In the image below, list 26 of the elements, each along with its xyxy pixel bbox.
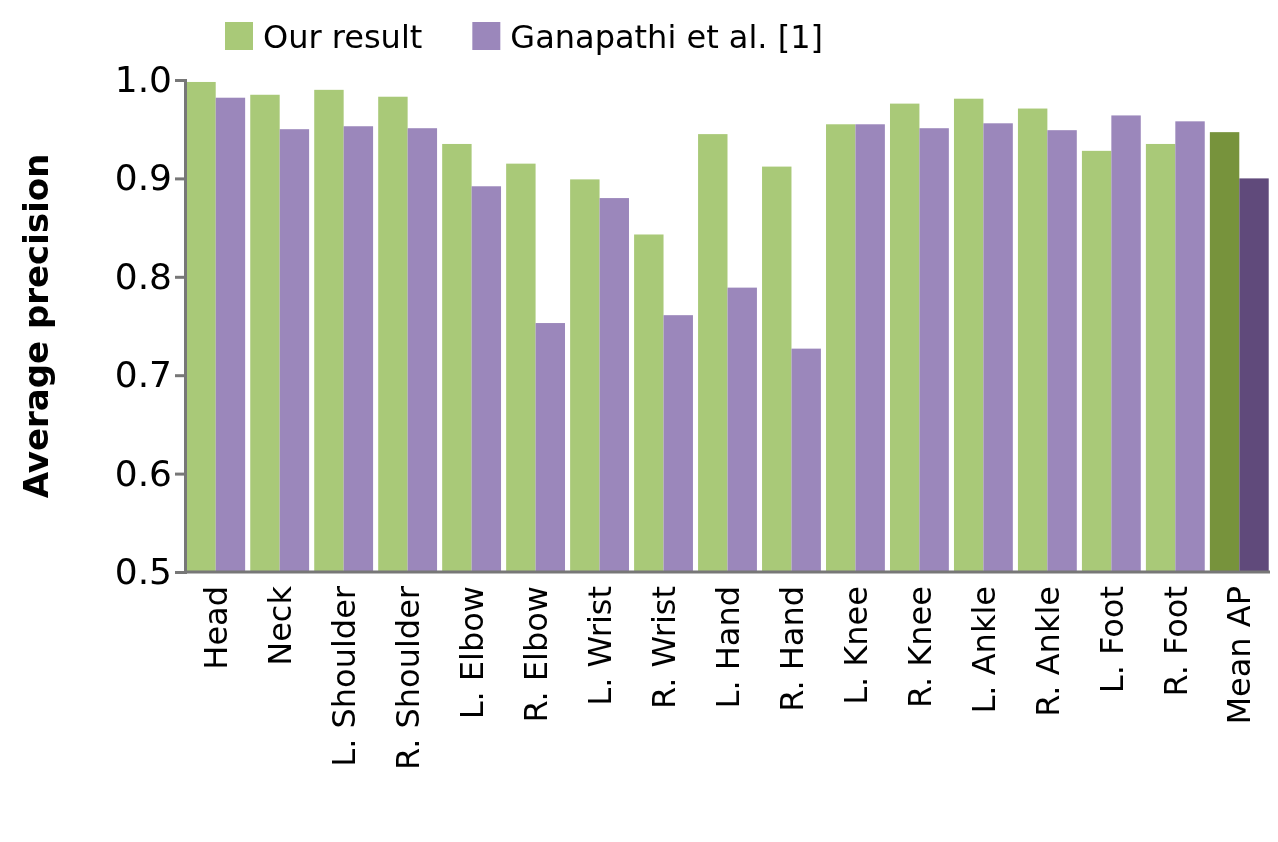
x-tick-label: R. Shoulder xyxy=(388,585,427,770)
legend-label: Our result xyxy=(263,18,423,56)
x-tick-label: L. Ankle xyxy=(964,586,1003,714)
y-tick-label: 0.6 xyxy=(114,452,172,494)
x-tick-label: Head xyxy=(196,586,235,670)
x-tick-label: Mean AP xyxy=(1220,586,1259,725)
y-tick-label: 1.0 xyxy=(114,59,172,101)
x-tick-label: L. Hand xyxy=(708,586,747,709)
x-tick-label: R. Wrist xyxy=(644,586,683,709)
x-tick-label: R. Ankle xyxy=(1028,586,1067,717)
legend-label: Ganapathi et al. [1] xyxy=(510,18,824,56)
x-tick-label: L. Knee xyxy=(836,586,875,705)
x-tick-label: Neck xyxy=(260,585,299,666)
x-tick-label: L. Wrist xyxy=(580,586,619,706)
y-axis-title: Average precision xyxy=(16,153,56,499)
y-tick-label: 0.7 xyxy=(114,354,172,396)
x-tick-label: R. Hand xyxy=(772,586,811,712)
x-tick-label: R. Foot xyxy=(1156,586,1195,697)
x-tick-label: L. Shoulder xyxy=(324,585,363,767)
y-tick-label: 0.9 xyxy=(114,157,172,199)
x-tick-label: L. Foot xyxy=(1092,586,1131,694)
x-tick-label: R. Knee xyxy=(900,586,939,709)
y-tick-label: 0.8 xyxy=(114,255,172,297)
y-tick-label: 0.5 xyxy=(114,551,172,593)
x-tick-label: R. Elbow xyxy=(516,586,555,723)
x-tick-label: L. Elbow xyxy=(452,586,491,720)
